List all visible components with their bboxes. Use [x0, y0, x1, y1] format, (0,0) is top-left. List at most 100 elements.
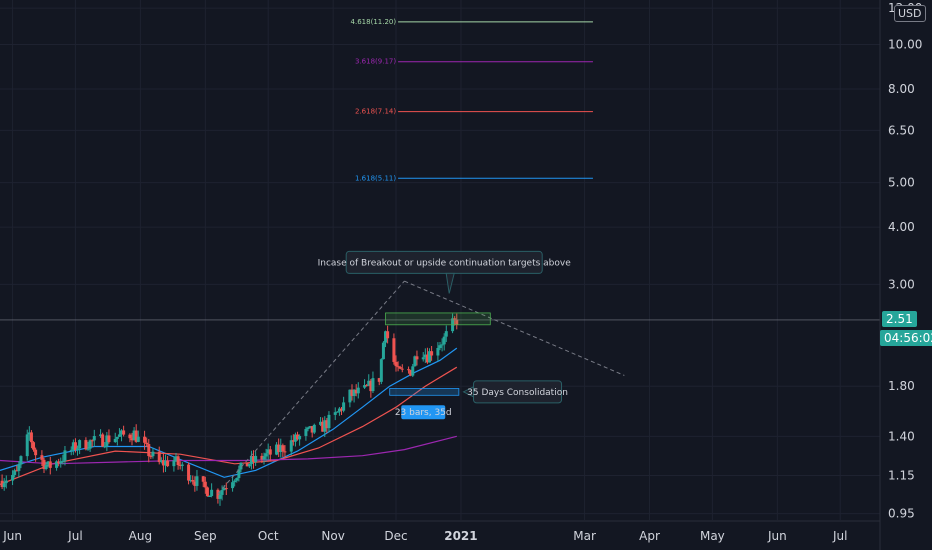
candle-body — [13, 470, 17, 475]
candle — [425, 347, 429, 364]
candle — [421, 352, 425, 362]
candle-body — [210, 489, 214, 496]
candle — [415, 350, 419, 366]
candle-body — [350, 389, 354, 396]
candle — [249, 450, 253, 470]
candle — [69, 446, 73, 456]
candle — [178, 461, 182, 470]
candle — [354, 384, 358, 397]
candle-body — [312, 424, 316, 433]
candle-body — [42, 459, 46, 470]
candle — [275, 442, 279, 456]
candle — [59, 457, 63, 468]
candle-body — [444, 331, 448, 337]
candle — [325, 417, 329, 434]
candle — [400, 364, 404, 373]
candle-body — [2, 483, 6, 488]
candle — [107, 429, 111, 444]
x-tick-label: Jul — [67, 529, 82, 543]
candle-body — [48, 461, 52, 468]
x-tick-label: Sep — [194, 529, 217, 543]
candle — [48, 456, 52, 475]
candle — [298, 434, 302, 446]
y-tick-label: 8.00 — [888, 82, 915, 96]
consolidation-callout: 35 Days Consolidation — [462, 380, 568, 404]
candle — [396, 361, 400, 372]
candle — [132, 427, 136, 441]
candle — [293, 432, 297, 447]
candle — [122, 425, 126, 437]
candle-body — [413, 356, 417, 367]
candle-body — [11, 474, 15, 481]
chart-drawings[interactable]: Incase of Breakout or upside continuatio… — [0, 250, 880, 494]
candle-body — [262, 456, 266, 460]
candle — [264, 448, 268, 462]
fibonacci-levels[interactable]: 4.618(11.20) 3.618(9.17) 2.618(7.14) 1.618(… — [351, 18, 593, 182]
candle-body — [306, 427, 310, 430]
candle-body — [291, 440, 295, 442]
candle — [321, 417, 325, 432]
candle — [296, 431, 300, 441]
candle — [319, 416, 323, 427]
fib-level-label: 2.618(7.14) — [355, 108, 396, 116]
x-tick-label: May — [700, 529, 725, 543]
candle — [76, 445, 80, 456]
x-axis[interactable]: Jun Jul Aug Sep Oct Nov Dec 2021 Mar Apr May Jun Jul — [0, 520, 932, 543]
candle-body — [178, 465, 182, 467]
candle — [281, 443, 285, 458]
moving-averages — [0, 347, 458, 485]
candle-body — [356, 387, 360, 394]
candle-body — [415, 356, 419, 360]
candle — [78, 439, 82, 455]
fib-level: 2.618(7.14) — [355, 108, 593, 116]
candle-body — [239, 462, 243, 470]
fib-level: 3.618(9.17) — [355, 58, 593, 66]
candle-body — [348, 389, 352, 403]
currency-label[interactable]: USD — [894, 5, 926, 22]
candle-body — [0, 480, 4, 488]
candle — [279, 438, 283, 458]
candle — [392, 333, 396, 365]
candle — [191, 475, 195, 485]
y-tick-label: 4.00 — [888, 220, 915, 234]
candle-body — [201, 476, 205, 482]
candle-body — [34, 449, 38, 456]
candle-body — [340, 408, 344, 411]
candle-body — [455, 319, 459, 325]
candle-body — [32, 442, 36, 450]
candle-body — [310, 426, 314, 433]
candle-body — [396, 366, 400, 368]
candle-body — [107, 435, 111, 443]
candle-body — [208, 495, 212, 497]
resistance-box — [385, 312, 491, 326]
moving-average-line — [0, 366, 458, 485]
candle — [32, 441, 36, 452]
candle — [84, 437, 88, 451]
candle — [335, 411, 339, 413]
candle-body — [327, 414, 331, 429]
x-tick-label: Jun — [2, 529, 22, 543]
candle — [438, 342, 442, 351]
candle — [407, 366, 411, 374]
x-tick-label: Jul — [832, 529, 847, 543]
candle — [413, 355, 417, 367]
candle-body — [78, 440, 82, 449]
candle — [308, 426, 312, 429]
candle-body — [321, 421, 325, 432]
callout-pointer — [462, 386, 475, 398]
candle-body — [105, 435, 109, 447]
candle-body — [337, 408, 341, 412]
candle-body — [220, 490, 224, 495]
candle — [252, 450, 256, 469]
candle — [233, 479, 237, 487]
candle-body — [29, 432, 33, 443]
candle-body — [195, 476, 199, 486]
candle-body — [423, 354, 427, 358]
moving-average-line — [0, 435, 457, 465]
candle — [352, 389, 356, 403]
y-axis[interactable]: 0.95 1.15 1.40 1.80 3.00 4.00 5.00 6.50 8.00 10.0… — [879, 0, 932, 550]
candle — [147, 439, 151, 463]
candle-body — [407, 369, 411, 371]
current-price-badge: 2.51 — [882, 310, 917, 327]
